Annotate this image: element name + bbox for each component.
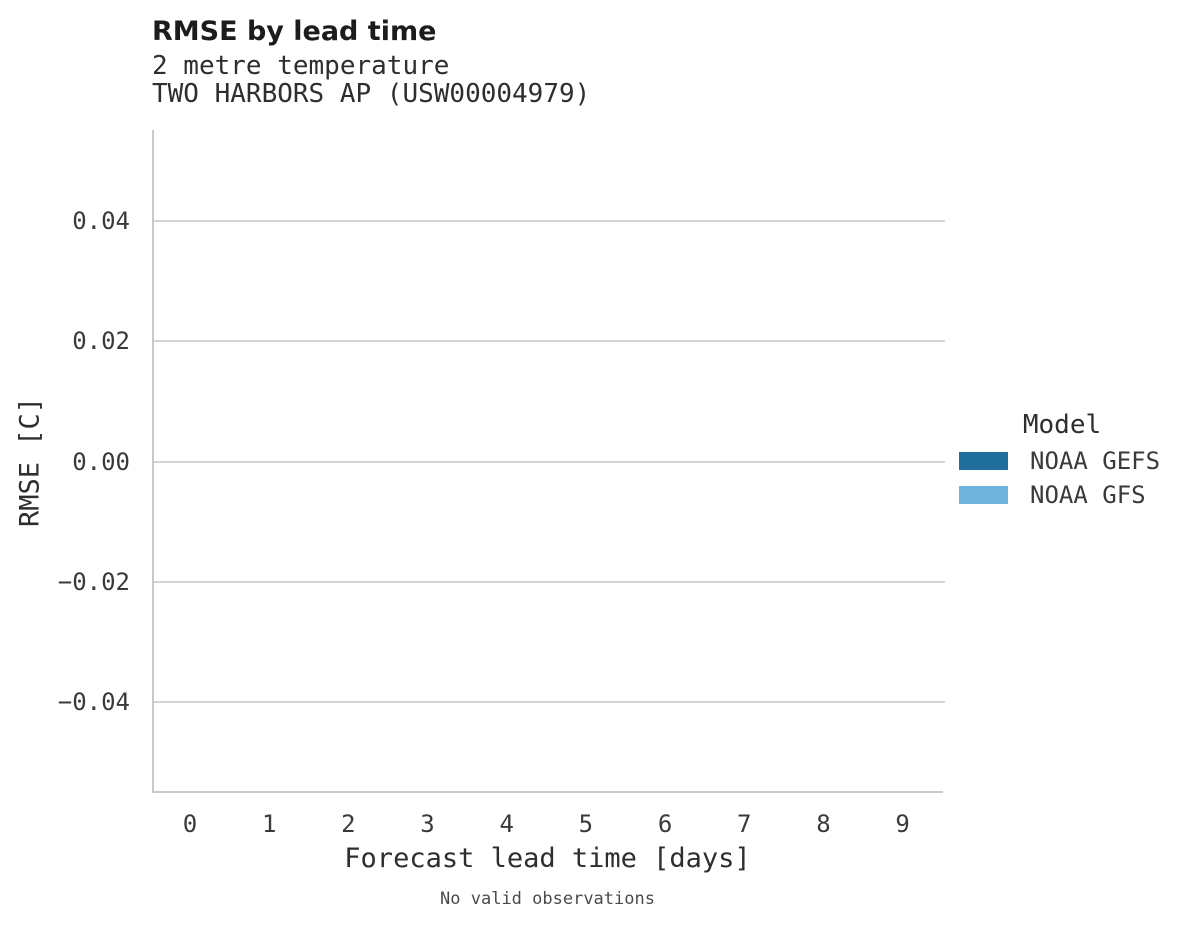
gridline-y-0.04 — [154, 219, 945, 222]
x-tick-label: 7 — [737, 810, 752, 838]
gridline-y-−0.04 — [154, 701, 945, 704]
plot-area — [152, 130, 945, 793]
x-tick-label: 6 — [657, 810, 673, 838]
legend-swatch-noaa-gefs — [959, 452, 1008, 470]
x-tick-label: 1 — [261, 810, 277, 838]
y-tick-label: −0.02 — [57, 567, 130, 596]
x-tick-label: 8 — [816, 810, 831, 838]
x-tick-label: 9 — [895, 810, 910, 838]
gridline-y-0.00 — [154, 460, 945, 463]
x-tick-label: 5 — [578, 810, 594, 838]
legend-item-noaa-gefs: NOAA GEFS — [956, 447, 1168, 475]
y-tick-label: 0.04 — [72, 206, 130, 235]
gridline-y-0.02 — [154, 340, 945, 343]
chart-subtitle-variable: 2 metre temperature — [152, 51, 450, 81]
y-tick-label: 0.00 — [72, 447, 130, 476]
legend: Model NOAA GEFS NOAA GFS — [956, 410, 1168, 520]
legend-title: Model — [1022, 410, 1102, 440]
legend-label-noaa-gfs: NOAA GFS — [1030, 481, 1146, 509]
x-axis-title: Forecast lead time [days] — [344, 843, 751, 874]
x-tick-label: 3 — [420, 810, 435, 838]
y-tick-label: 0.02 — [72, 327, 130, 356]
chart-title: RMSE by lead time — [152, 16, 437, 47]
y-tick-label: −0.04 — [57, 688, 130, 717]
chart-subtitle-station: TWO HARBORS AP (USW00004979) — [152, 79, 591, 109]
gridline-y-−0.02 — [154, 580, 945, 583]
x-tick-label: 2 — [341, 810, 356, 838]
no-data-caption: No valid observations — [440, 889, 655, 909]
legend-item-noaa-gfs: NOAA GFS — [956, 481, 1168, 509]
x-tick-label: 0 — [182, 810, 198, 838]
legend-swatch-noaa-gfs — [959, 486, 1008, 504]
x-tick-label: 4 — [499, 810, 514, 838]
legend-label-noaa-gefs: NOAA GEFS — [1030, 447, 1161, 475]
